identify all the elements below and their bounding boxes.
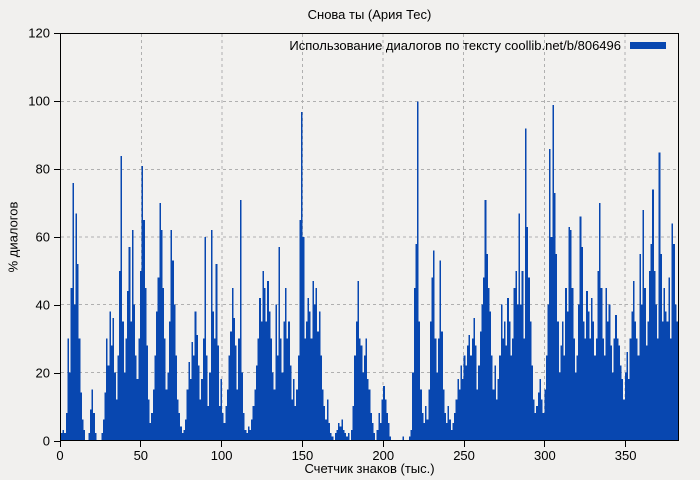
x-tick-label: 150 [291, 448, 314, 463]
y-tick-label: 40 [35, 297, 50, 313]
y-tick-mark [54, 236, 60, 238]
x-tick-mark [140, 441, 142, 447]
plot-area: Использование диалогов по тексту coollib… [60, 33, 679, 441]
x-tick-label: 200 [372, 448, 395, 463]
x-tick-mark [59, 441, 61, 447]
y-tick-label: 100 [28, 93, 50, 109]
y-tick-mark [54, 32, 60, 34]
x-tick-label: 50 [133, 448, 149, 463]
x-tick-mark [221, 441, 223, 447]
x-tick-label: 350 [614, 448, 637, 463]
x-tick-label: 100 [210, 448, 233, 463]
y-tick-mark [54, 304, 60, 306]
y-tick-mark [54, 100, 60, 102]
x-axis-ticks: 0 50 100 150 200 250 300 350 [56, 441, 679, 471]
chart-title: Снова ты (Ария Тес) [307, 7, 432, 22]
x-tick-mark [301, 441, 303, 447]
y-axis-ticks: 0 20 40 60 80 100 120 [0, 27, 60, 448]
x-axis-label: Счетчик знаков (тыс.) [304, 461, 435, 476]
y-tick-label: 120 [28, 25, 50, 41]
x-tick-mark [382, 441, 384, 447]
x-tick-label: 250 [453, 448, 475, 463]
x-tick-label: 0 [56, 448, 64, 463]
x-tick-mark [625, 441, 627, 447]
legend-label: Использование диалогов по тексту coollib… [289, 38, 621, 53]
bars-plot [61, 34, 678, 440]
legend: Использование диалогов по тексту coollib… [289, 38, 666, 53]
y-tick-label: 60 [35, 229, 50, 245]
y-tick-mark [54, 440, 60, 442]
legend-swatch [630, 42, 666, 49]
y-tick-label: 0 [42, 433, 50, 449]
x-tick-mark [463, 441, 465, 447]
y-tick-label: 80 [35, 161, 50, 177]
y-tick-label: 20 [35, 365, 50, 381]
y-tick-mark [54, 168, 60, 170]
x-tick-label: 300 [533, 448, 556, 463]
y-tick-mark [54, 372, 60, 374]
x-tick-mark [544, 441, 546, 447]
